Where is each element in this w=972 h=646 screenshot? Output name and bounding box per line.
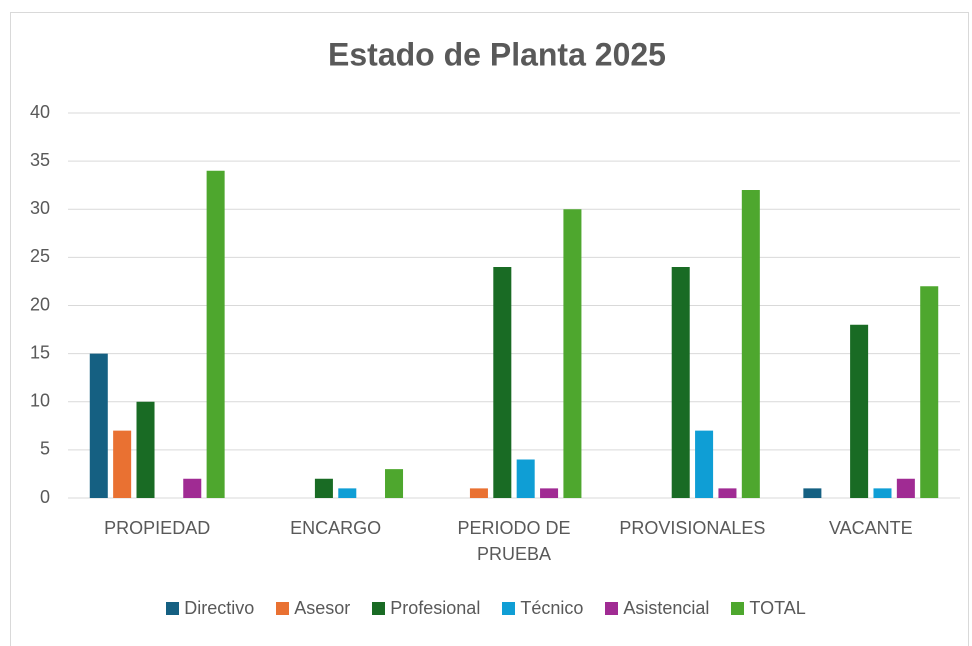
- x-tick-label: PROVISIONALES: [619, 518, 766, 538]
- bar: [385, 469, 404, 498]
- legend-item: Asistencial: [605, 598, 709, 619]
- bar: [314, 478, 333, 498]
- bar: [718, 488, 737, 498]
- bar: [695, 430, 714, 498]
- legend-swatch: [605, 602, 619, 615]
- y-tick-label: 15: [30, 342, 50, 362]
- bar: [113, 430, 132, 498]
- y-tick-label: 35: [30, 150, 50, 170]
- legend-swatch: [372, 602, 386, 615]
- bar: [206, 170, 225, 498]
- bar: [493, 267, 512, 498]
- legend-label: TOTAL: [749, 598, 806, 618]
- bar: [920, 286, 939, 498]
- y-tick-label: 20: [30, 294, 50, 314]
- bar: [469, 488, 488, 498]
- chart-border: [10, 12, 969, 646]
- x-tick-label: PERIODO DE PRUEBA: [457, 518, 571, 564]
- x-tick-label: VACANTE: [828, 518, 913, 538]
- y-tick-label: 25: [30, 246, 50, 266]
- legend-label: Asistencial: [623, 598, 710, 618]
- bar: [873, 488, 892, 498]
- chart-title: Estado de Planta 2025: [328, 36, 666, 72]
- y-tick-label: 10: [30, 391, 50, 411]
- legend-swatch: [276, 602, 290, 615]
- bar: [136, 401, 155, 498]
- x-tick-label: PROPIEDAD: [104, 518, 211, 538]
- legend-item: TOTAL: [731, 598, 806, 619]
- y-tick-label: 5: [40, 439, 50, 459]
- bar: [803, 488, 822, 498]
- legend-label: Profesional: [390, 598, 481, 618]
- legend-item: Directivo: [166, 598, 254, 619]
- legend-label: Asesor: [294, 598, 351, 618]
- legend-swatch: [166, 602, 180, 615]
- legend-label: Directivo: [184, 598, 255, 618]
- bar: [671, 267, 690, 498]
- legend-item: Asesor: [276, 598, 350, 619]
- bar: [850, 324, 869, 498]
- bar: [563, 209, 582, 498]
- bar: [540, 488, 559, 498]
- y-tick-label: 30: [30, 198, 50, 218]
- bar: [516, 459, 535, 498]
- legend-label: Técnico: [520, 598, 584, 618]
- y-tick-label: 0: [40, 487, 50, 507]
- legend-swatch: [502, 602, 516, 615]
- bar: [183, 478, 202, 498]
- legend-item: Profesional: [372, 598, 480, 619]
- bar: [89, 353, 108, 498]
- bar: [741, 190, 760, 498]
- legend: Directivo Asesor Profesional Técnico Asisten…: [0, 598, 972, 619]
- legend-item: Técnico: [502, 598, 583, 619]
- x-tick-label: ENCARGO: [290, 518, 382, 538]
- bar: [896, 478, 915, 498]
- legend-swatch: [731, 602, 745, 615]
- y-tick-label: 40: [30, 102, 50, 122]
- bar: [338, 488, 357, 498]
